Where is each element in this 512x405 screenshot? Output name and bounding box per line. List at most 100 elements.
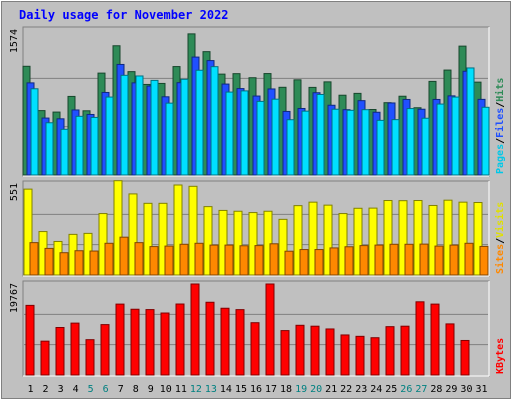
bar-visits-day-23	[353, 207, 363, 276]
x-tick-label-27: 27	[415, 384, 427, 395]
legend-separator: /	[495, 138, 506, 144]
legend-item-pages: Pages	[495, 144, 506, 174]
bar-visits-day-17	[263, 210, 273, 276]
bar-kbytes-day-7	[115, 303, 125, 376]
bar-pages-day-2	[45, 122, 54, 176]
bar-sites-day-1	[29, 242, 39, 276]
bar-pages-day-19	[301, 110, 310, 176]
bar-sites-day-18	[284, 250, 294, 276]
legend-item-files: Files	[494, 108, 506, 138]
bar-kbytes-day-23	[355, 335, 365, 376]
bar-pages-day-25	[391, 119, 400, 176]
bar-sites-day-9	[149, 246, 159, 276]
bar-pages-day-31	[481, 106, 490, 176]
bar-kbytes-day-28	[430, 303, 440, 376]
bar-sites-day-24	[374, 244, 384, 276]
bar-kbytes-day-6	[100, 324, 110, 376]
bar-sites-day-29	[449, 244, 459, 276]
bar-sites-day-6	[104, 242, 114, 276]
series-pages	[30, 66, 490, 176]
x-tick-label-26: 26	[400, 384, 412, 395]
bar-kbytes-day-11	[175, 303, 185, 376]
bar-kbytes-day-1	[25, 304, 35, 376]
panel-2: 551	[9, 180, 490, 277]
bar-visits-day-10	[158, 202, 168, 276]
bar-pages-day-12	[195, 69, 204, 176]
x-tick-label-28: 28	[430, 384, 442, 395]
x-tick-label-8: 8	[133, 384, 139, 395]
bar-kbytes-day-18	[280, 330, 290, 376]
bar-sites-day-15	[239, 245, 249, 276]
bar-kbytes-day-9	[145, 309, 155, 376]
x-tick-label-9: 9	[148, 384, 154, 395]
legend-panel2: Sites/Visits	[494, 202, 506, 274]
bar-kbytes-day-14	[220, 307, 230, 376]
x-tick-label-23: 23	[355, 384, 367, 395]
bar-visits-day-7	[113, 180, 123, 276]
bar-visits-day-29	[443, 199, 453, 276]
legend-item-kbytes: KBytes	[495, 338, 506, 374]
legend-separator: /	[495, 102, 506, 108]
bar-kbytes-day-17	[265, 283, 275, 376]
bar-pages-day-29	[451, 96, 460, 176]
x-tick-label-18: 18	[280, 384, 292, 395]
bar-sites-day-10	[164, 245, 174, 276]
bar-sites-day-8	[134, 242, 144, 276]
bar-visits-day-21	[323, 204, 333, 276]
bar-visits-day-26	[398, 200, 408, 276]
bar-pages-day-23	[361, 109, 370, 176]
bar-sites-day-2	[44, 247, 54, 276]
x-tick-label-25: 25	[385, 384, 397, 395]
bar-kbytes-day-22	[340, 334, 350, 376]
bar-visits-day-11	[173, 184, 183, 276]
bar-visits-day-24	[368, 207, 378, 276]
bar-visits-day-15	[233, 210, 243, 276]
bar-kbytes-day-25	[385, 326, 395, 376]
bar-sites-day-17	[269, 243, 279, 276]
bar-pages-day-24	[376, 119, 385, 176]
bar-sites-day-11	[179, 243, 189, 276]
bar-kbytes-day-15	[235, 309, 245, 376]
bar-kbytes-day-29	[445, 323, 455, 376]
x-tick-label-15: 15	[235, 384, 247, 395]
bar-pages-day-1	[30, 88, 39, 176]
x-tick-label-29: 29	[445, 384, 457, 395]
bar-visits-day-8	[128, 193, 138, 276]
bar-pages-day-26	[406, 108, 415, 176]
bar-visits-day-22	[338, 213, 348, 276]
bar-kbytes-day-4	[70, 322, 80, 376]
x-tick-label-3: 3	[58, 384, 64, 395]
x-tick-label-4: 4	[73, 384, 79, 395]
bar-pages-day-22	[346, 109, 355, 176]
x-axis-labels: 1 2 3 4 5 6 7 8 9 10 11 12 13 14 15 16 17 18 19 20 21 22 23 24 2…	[28, 384, 488, 395]
panel-1: 1574	[9, 26, 490, 177]
x-tick-label-24: 24	[370, 384, 382, 395]
legend-item-visits: Visits	[494, 202, 506, 238]
bar-sites-day-3	[59, 252, 69, 276]
x-tick-label-13: 13	[205, 384, 217, 395]
bar-sites-day-13	[209, 244, 219, 276]
bar-kbytes-day-20	[310, 325, 320, 376]
x-tick-label-20: 20	[310, 384, 322, 395]
x-tick-label-19: 19	[295, 384, 307, 395]
bar-sites-day-26	[404, 243, 414, 276]
bar-pages-day-30	[466, 67, 475, 176]
bar-visits-day-1	[23, 188, 33, 276]
x-tick-label-7: 7	[118, 384, 124, 395]
bar-sites-day-20	[314, 249, 324, 276]
bar-visits-day-18	[278, 218, 288, 276]
bar-sites-day-12	[194, 242, 204, 276]
y-max-label: 1574	[9, 29, 20, 53]
x-tick-label-5: 5	[88, 384, 94, 395]
bar-pages-day-17	[271, 98, 280, 176]
bar-sites-day-5	[89, 250, 99, 276]
chart-title: Daily usage for November 2022	[19, 8, 229, 22]
bar-sites-day-27	[419, 243, 429, 276]
legend-item-hits: Hits	[494, 78, 506, 102]
bar-sites-day-30	[464, 242, 474, 276]
bar-pages-day-10	[165, 102, 174, 176]
bar-sites-day-21	[329, 247, 339, 276]
panel-3: 19767	[9, 280, 490, 377]
bar-pages-day-13	[210, 66, 219, 176]
legend-item-sites: Sites	[494, 244, 506, 274]
